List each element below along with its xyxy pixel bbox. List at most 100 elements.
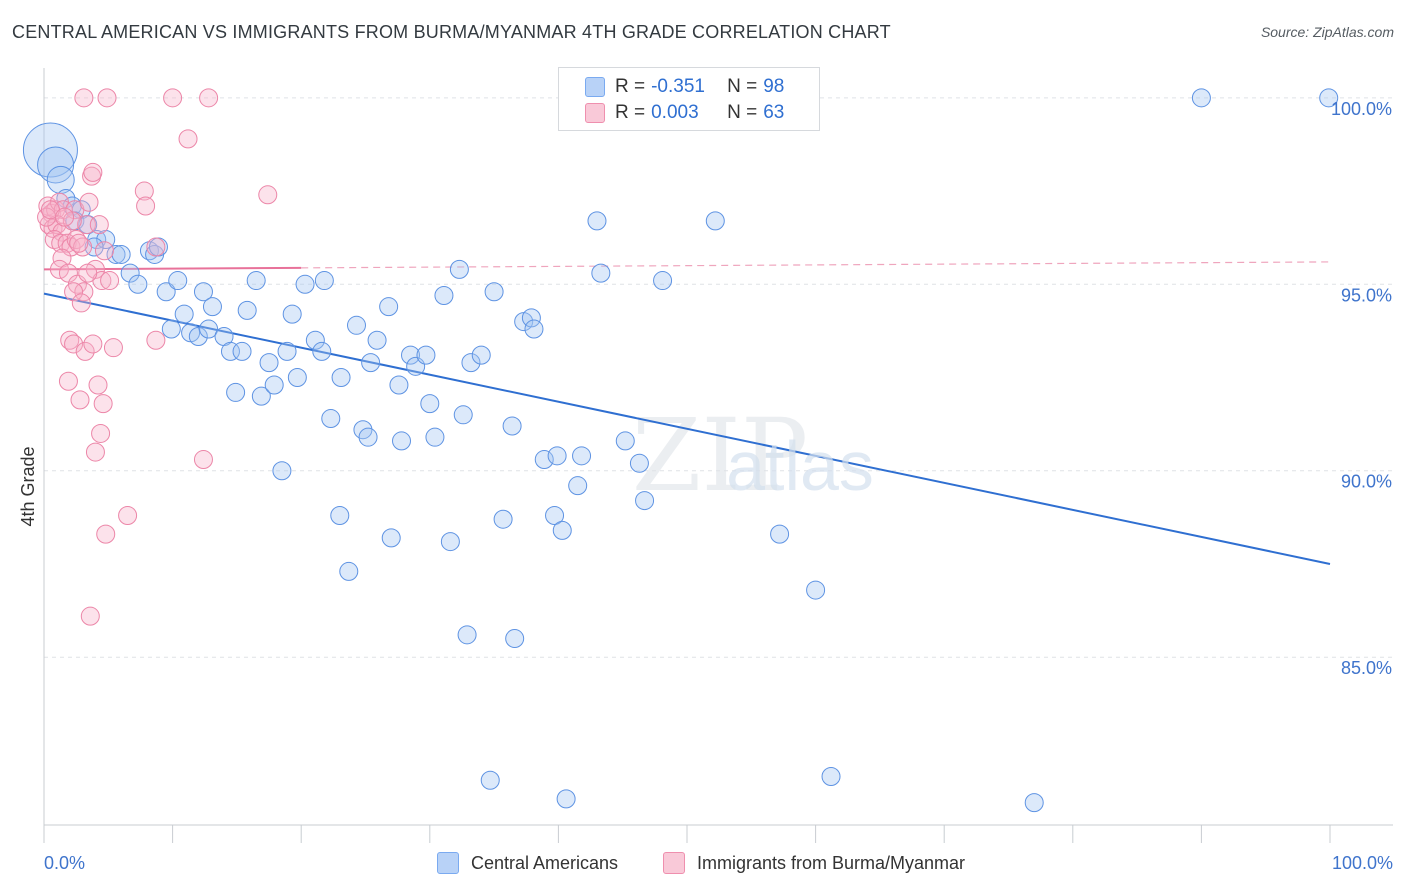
point-burma (58, 371, 78, 391)
point-burma (258, 185, 278, 205)
point-central-americans (226, 382, 246, 402)
point-central-americans (193, 282, 213, 302)
legend-row-burma: R = 0.003 N = 63 (585, 101, 784, 125)
point-burma (91, 423, 111, 443)
point-central-americans (453, 405, 473, 425)
point-central-americans (392, 431, 412, 451)
point-central-americans (552, 520, 572, 540)
point-central-americans (321, 409, 341, 429)
y-axis-label: 4th Grade (18, 446, 38, 526)
point-burma (88, 375, 108, 395)
point-burma (74, 282, 94, 302)
legend-row-central-americans: R = -0.351 N = 98 (585, 75, 784, 99)
point-burma (118, 505, 138, 525)
point-central-americans (339, 561, 359, 581)
data-points (22, 88, 1339, 813)
point-burma (73, 237, 93, 257)
point-central-americans (361, 353, 381, 373)
point-central-americans (120, 263, 140, 283)
point-central-americans (635, 491, 655, 511)
n-label: N = (727, 102, 758, 123)
point-central-americans (367, 330, 387, 350)
y-tick-label: 95.0% (1341, 285, 1392, 305)
n-value: 98 (763, 76, 785, 97)
point-central-americans (770, 524, 790, 544)
point-central-americans (199, 319, 219, 339)
point-burma (136, 196, 156, 216)
point-central-americans (389, 375, 409, 395)
point-burma (64, 334, 84, 354)
legend-swatch-pink (663, 852, 685, 874)
r-label: R = (615, 102, 646, 123)
point-central-americans (188, 326, 208, 346)
point-burma (163, 88, 183, 108)
point-burma (69, 233, 89, 253)
point-burma (134, 181, 154, 201)
y-tick-label: 100.0% (1331, 99, 1392, 119)
point-central-americans (259, 353, 279, 373)
point-burma (70, 390, 90, 410)
point-burma (178, 129, 198, 149)
point-burma (55, 207, 75, 227)
trend-burma-dashed (301, 261, 1331, 269)
point-central-americans (84, 237, 104, 257)
legend-swatch-blue (585, 77, 605, 97)
point-central-americans (420, 394, 440, 414)
point-central-americans (379, 297, 399, 317)
point-central-americans (287, 368, 307, 388)
point-central-americans (272, 461, 292, 481)
axes (43, 68, 1393, 843)
point-central-americans (237, 300, 257, 320)
point-central-americans (314, 271, 334, 291)
trend-central-americans (43, 292, 1331, 565)
point-central-americans (46, 165, 75, 194)
point-central-americans (401, 345, 421, 365)
point-central-americans (502, 416, 522, 436)
point-burma (79, 192, 99, 212)
point-central-americans (156, 282, 176, 302)
point-burma (83, 334, 103, 354)
point-central-americans (295, 274, 315, 294)
point-central-americans (705, 211, 725, 231)
point-central-americans (312, 341, 332, 361)
point-burma (83, 162, 103, 182)
point-burma (100, 271, 120, 291)
point-central-americans (305, 330, 325, 350)
point-central-americans (358, 427, 378, 447)
point-central-americans (1191, 88, 1211, 108)
n-label: N = (727, 76, 758, 97)
point-central-americans (128, 274, 148, 294)
point-central-americans (251, 386, 271, 406)
point-central-americans (425, 427, 445, 447)
legend-label: Central Americans (471, 852, 619, 873)
point-central-americans (111, 244, 131, 264)
point-burma (96, 524, 116, 544)
point-central-americans (282, 304, 302, 324)
point-central-americans (331, 368, 351, 388)
point-central-americans (381, 528, 401, 548)
point-burma (193, 450, 213, 470)
point-central-americans (232, 341, 252, 361)
r-label: R = (615, 76, 646, 97)
point-burma (146, 330, 166, 350)
point-central-americans (416, 345, 436, 365)
point-burma (66, 230, 86, 250)
point-central-americans (568, 476, 588, 496)
point-central-americans (461, 353, 481, 373)
point-burma (85, 442, 105, 462)
watermark-atlas: atlas (726, 427, 874, 505)
point-burma (60, 330, 80, 350)
point-central-americans (264, 375, 284, 395)
point-burma (94, 241, 114, 261)
point-central-americans (505, 629, 525, 649)
y-tick-label: 90.0% (1341, 472, 1392, 492)
point-central-americans (220, 341, 240, 361)
point-burma (80, 606, 100, 626)
point-central-americans (1024, 793, 1044, 813)
legend-label: Immigrants from Burma/Myanmar (697, 852, 966, 873)
point-central-americans (547, 446, 567, 466)
point-burma (71, 293, 91, 313)
point-central-americans (277, 341, 297, 361)
point-central-americans (202, 297, 222, 317)
